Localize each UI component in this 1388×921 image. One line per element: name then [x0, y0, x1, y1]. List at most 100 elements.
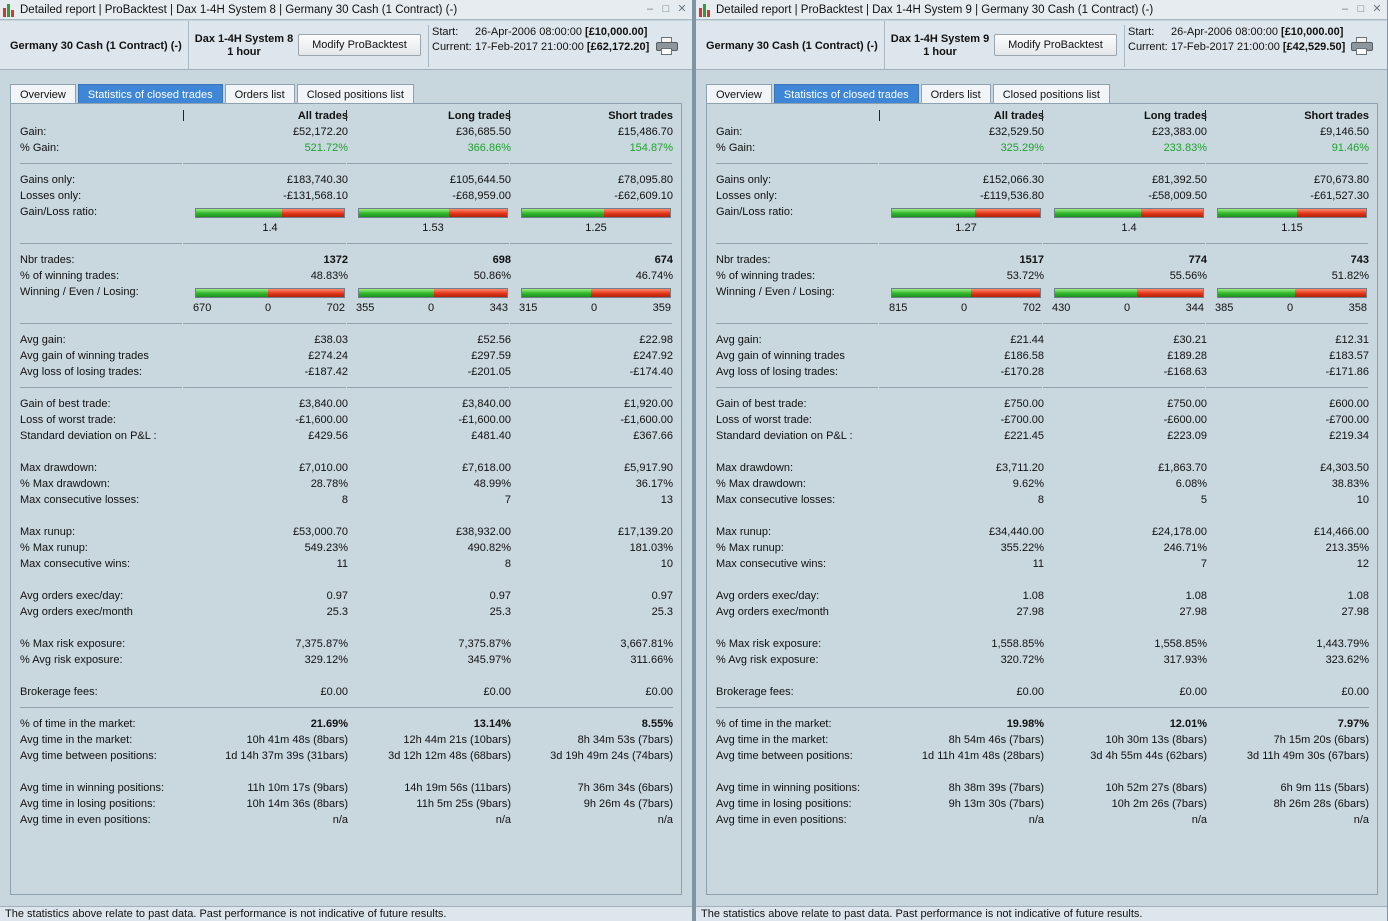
- losing-count: 702: [1022, 302, 1041, 314]
- stat-row-wel: Winning / Even / Losing:: [11, 284, 683, 300]
- stat-value: £23,383.00: [1151, 126, 1207, 138]
- stat-label: % Gain:: [716, 142, 756, 154]
- window-title: Detailed report | ProBacktest | Dax 1-4H…: [20, 3, 458, 16]
- minimize-icon[interactable]: –: [646, 3, 654, 15]
- section-divider: [1206, 243, 1368, 244]
- gain-loss-ratio-bar: [891, 208, 1041, 218]
- stat-value: £78,095.80: [617, 174, 673, 186]
- tab-overview[interactable]: Overview: [10, 84, 76, 104]
- column-separator: [346, 110, 347, 121]
- stat-value: n/a: [1028, 814, 1044, 826]
- title-bar[interactable]: Detailed report | ProBacktest | Dax 1-4H…: [696, 0, 1387, 20]
- stat-value: £14,466.00: [1313, 526, 1369, 538]
- stat-value: £221.45: [1004, 430, 1044, 442]
- start-capital: [£10,000.00]: [1281, 26, 1344, 38]
- stat-label: Gain:: [20, 126, 47, 138]
- modify-probacktest-button[interactable]: Modify ProBacktest: [994, 34, 1117, 56]
- column-header: Short trades: [608, 110, 673, 122]
- stat-label: % Max drawdown:: [716, 478, 806, 490]
- column-separator: [1205, 110, 1206, 121]
- tab-bar: Overview Statistics of closed trades Order…: [10, 84, 414, 104]
- stat-label: Max runup:: [20, 526, 76, 538]
- stat-row-max-runup: Max runup: £34,440.00 £24,178.00 £14,466.00: [707, 524, 1379, 540]
- stat-row-gain-loss-ratio: Gain/Loss ratio:: [707, 204, 1379, 220]
- tab-overview[interactable]: Overview: [706, 84, 772, 104]
- maximize-icon[interactable]: □: [662, 3, 670, 15]
- stat-value: -£187.42: [304, 366, 348, 378]
- section-divider: [183, 323, 346, 324]
- modify-probacktest-button[interactable]: Modify ProBacktest: [298, 34, 421, 56]
- stat-value: 8: [341, 494, 348, 506]
- disclaimer-footer: The statistics above relate to past data…: [0, 906, 692, 921]
- stat-row-brokerage: Brokerage fees: £0.00 £0.00 £0.00: [707, 684, 1379, 700]
- stat-row-avg-loss-losing: Avg loss of losing trades: -£187.42 -£201.…: [11, 364, 683, 380]
- stat-value: 7h 36m 34s (6bars): [577, 782, 673, 794]
- tab-statistics-of-closed-trades[interactable]: Statistics of closed trades: [77, 84, 223, 104]
- stat-value: 48.83%: [310, 270, 348, 282]
- maximize-icon[interactable]: □: [1357, 3, 1365, 15]
- section-divider: [183, 387, 346, 388]
- tab-orders-list[interactable]: Orders list: [224, 84, 295, 104]
- section-divider: [879, 323, 1042, 324]
- gain-segment: [892, 209, 975, 217]
- stat-row-max-runup: Max runup: £53,000.70 £38,932.00 £17,139.20: [11, 524, 683, 540]
- stat-value: 213.35%: [1325, 542, 1369, 554]
- section-divider: [716, 163, 878, 164]
- tab-statistics-of-closed-trades[interactable]: Statistics of closed trades: [773, 84, 919, 104]
- stat-value: 13: [660, 494, 673, 506]
- stat-value: £481.40: [471, 430, 511, 442]
- printer-icon[interactable]: [1351, 37, 1373, 55]
- close-icon[interactable]: ✕: [1372, 3, 1382, 15]
- tab-orders-list[interactable]: Orders list: [920, 84, 991, 104]
- tab-closed-positions-list[interactable]: Closed positions list: [296, 84, 414, 104]
- stat-value: £274.24: [308, 350, 348, 362]
- stat-row-avg-lose-pos: Avg time in losing positions: 9h 13m 30s …: [707, 796, 1379, 812]
- stat-row-max-dd: Max drawdown: £3,711.20 £1,863.70 £4,303.50: [707, 460, 1379, 476]
- stat-label: Nbr trades:: [716, 254, 771, 266]
- stat-label: Avg time in losing positions:: [20, 798, 156, 810]
- stat-label: Gain:: [716, 126, 743, 138]
- stat-label: Losses only:: [20, 190, 82, 202]
- stat-row-best-trade: Gain of best trade: £3,840.00 £3,840.00 £1,…: [11, 396, 683, 412]
- stat-value: -£68,959.00: [452, 190, 511, 202]
- stat-label: % of winning trades:: [716, 270, 816, 282]
- stat-value: 10h 41m 48s (8bars): [246, 734, 349, 746]
- stat-value: 674: [654, 254, 673, 266]
- stat-value: -£1,600.00: [458, 414, 511, 426]
- stat-row-losses-only: Losses only: -£119,536.80 -£58,009.50 -£61,…: [707, 188, 1379, 204]
- stat-label: Standard deviation on P&L :: [716, 430, 853, 442]
- window-splitter[interactable]: [693, 0, 696, 921]
- gain-loss-ratio-bar: [358, 208, 508, 218]
- stat-value: 46.74%: [635, 270, 673, 282]
- losing-segment: [434, 289, 507, 297]
- section-divider: [20, 323, 182, 324]
- section-divider: [183, 243, 346, 244]
- minimize-icon[interactable]: –: [1341, 3, 1349, 15]
- stat-value: £32,529.50: [988, 126, 1044, 138]
- stat-value: 1.08: [1022, 590, 1044, 602]
- stat-label: % Max risk exposure:: [20, 638, 126, 650]
- tab-bar: Overview Statistics of closed trades Order…: [706, 84, 1110, 104]
- stat-value: 13.14%: [473, 718, 511, 730]
- system-name: Dax 1-4H System 8: [194, 32, 294, 45]
- title-bar[interactable]: Detailed report | ProBacktest | Dax 1-4H…: [0, 0, 692, 20]
- section-divider: [510, 387, 672, 388]
- stat-value: £0.00: [1016, 686, 1044, 698]
- current-date: 17-Feb-2017 21:00:00: [475, 41, 584, 53]
- stat-value: -£201.05: [467, 366, 511, 378]
- stat-value: 50.86%: [473, 270, 511, 282]
- stat-value: 0.97: [326, 590, 348, 602]
- stat-value: -£131,568.10: [283, 190, 348, 202]
- stat-label: Avg time in even positions:: [20, 814, 151, 826]
- stat-value: n/a: [657, 814, 673, 826]
- tab-closed-positions-list[interactable]: Closed positions list: [992, 84, 1110, 104]
- gain-segment: [359, 209, 449, 217]
- stat-value: £24,178.00: [1151, 526, 1207, 538]
- stat-label: Brokerage fees:: [20, 686, 98, 698]
- gain-segment: [1218, 209, 1298, 217]
- current-label: Current:: [432, 41, 472, 53]
- printer-icon[interactable]: [656, 37, 678, 55]
- stat-value: -£168.63: [1163, 366, 1207, 378]
- stat-value: 10h 52m 27s (8bars): [1105, 782, 1208, 794]
- close-icon[interactable]: ✕: [677, 3, 687, 15]
